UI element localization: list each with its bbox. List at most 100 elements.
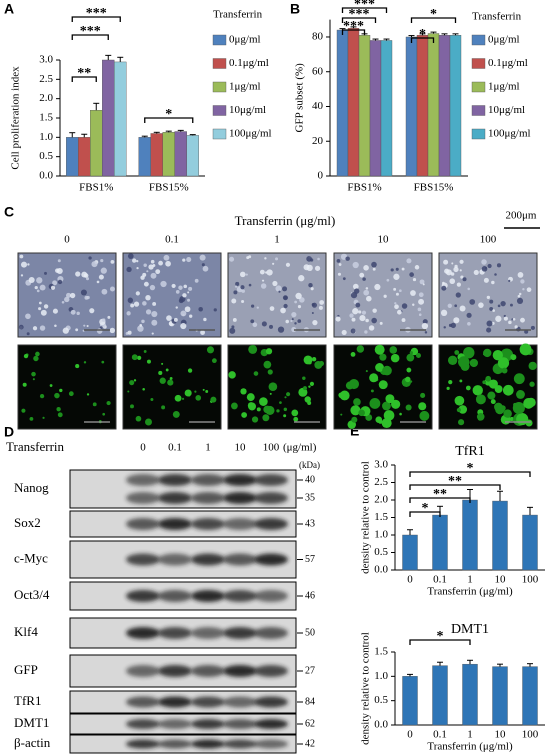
row-label: DMT1 (14, 715, 49, 730)
legend-swatch (471, 105, 486, 116)
cell (291, 312, 297, 318)
bar (522, 666, 538, 726)
cell (160, 280, 167, 288)
gfp-cell (267, 369, 273, 375)
cell (98, 274, 104, 280)
cell (62, 327, 69, 334)
cell (75, 328, 79, 332)
cell (146, 270, 149, 273)
cell (76, 311, 80, 316)
cell (20, 274, 24, 277)
gfp-cell (482, 380, 487, 385)
kda-label: 57 (305, 554, 315, 565)
gfp-cell (406, 353, 415, 362)
band (254, 719, 288, 729)
gfp-cell (83, 361, 87, 364)
gfp-cell (318, 360, 325, 367)
band (254, 739, 288, 749)
y-tick-label: 3.0 (39, 54, 53, 66)
cell (250, 319, 255, 324)
cell (422, 319, 428, 325)
cell (200, 330, 206, 335)
band (158, 719, 192, 729)
cell (310, 258, 314, 262)
cell (491, 280, 495, 285)
bracket (409, 471, 531, 477)
legend-swatch (471, 81, 486, 93)
cell (57, 279, 63, 285)
y-axis-label: density relative to control (360, 632, 372, 745)
bar (492, 500, 508, 571)
gfp-cell (286, 392, 291, 397)
band (223, 474, 257, 486)
cell (282, 286, 288, 292)
gfp-cell (144, 418, 152, 426)
gfp-cell (284, 396, 287, 399)
gfp-cell (382, 401, 391, 411)
gfp-cell (263, 405, 272, 414)
gfp-cell (390, 397, 394, 401)
cell (374, 283, 381, 291)
significance: * (419, 27, 426, 42)
cell (277, 326, 285, 333)
gfp-cell (75, 364, 80, 369)
band (191, 518, 225, 530)
cell (290, 319, 293, 323)
cell (419, 279, 425, 285)
significance: ** (448, 474, 462, 489)
cell (503, 314, 506, 318)
gfp-cell (490, 399, 496, 405)
cell (283, 303, 288, 309)
legend-label: 0μg/ml (488, 34, 520, 46)
cell (186, 256, 192, 263)
gfp-cell (283, 414, 287, 418)
cell (467, 287, 471, 291)
cell (454, 304, 458, 308)
band (158, 590, 192, 602)
significance: *** (86, 6, 107, 21)
band (158, 474, 192, 486)
column-label: 10 (378, 234, 390, 246)
band (223, 627, 257, 639)
legend-swatch (212, 58, 227, 69)
cell (395, 267, 399, 271)
y-tick-label: 1.0 (374, 529, 388, 541)
x-tick-label: 100 (522, 574, 539, 586)
cell (233, 290, 238, 295)
cell (338, 263, 342, 266)
band (126, 719, 160, 729)
cell (462, 277, 467, 282)
cell (43, 304, 49, 309)
cell (459, 259, 464, 264)
cell (450, 322, 456, 329)
cell (318, 305, 323, 310)
cell (259, 269, 265, 275)
panel-label: A (4, 1, 14, 17)
gfp-cell (127, 390, 130, 393)
band (158, 627, 192, 639)
band (223, 665, 257, 677)
band (191, 665, 225, 677)
cell (401, 318, 406, 323)
cell (142, 301, 147, 306)
cell (64, 296, 70, 303)
band (223, 553, 257, 566)
x-tick-label: 10 (495, 574, 507, 586)
gfp-cell (21, 408, 26, 413)
cell (335, 316, 341, 322)
y-tick-label: 40 (312, 100, 324, 112)
cell (352, 261, 359, 269)
gfp-cell (459, 379, 463, 383)
cell (184, 306, 191, 313)
significance: * (165, 107, 172, 122)
cell (401, 267, 405, 271)
cell (231, 325, 235, 329)
gfp-cell (263, 360, 272, 369)
cell (141, 319, 145, 324)
cell (359, 315, 366, 322)
gfp-cell (251, 416, 259, 423)
cell (406, 258, 412, 264)
band (223, 590, 257, 602)
cell (109, 286, 115, 292)
cell (459, 305, 466, 312)
